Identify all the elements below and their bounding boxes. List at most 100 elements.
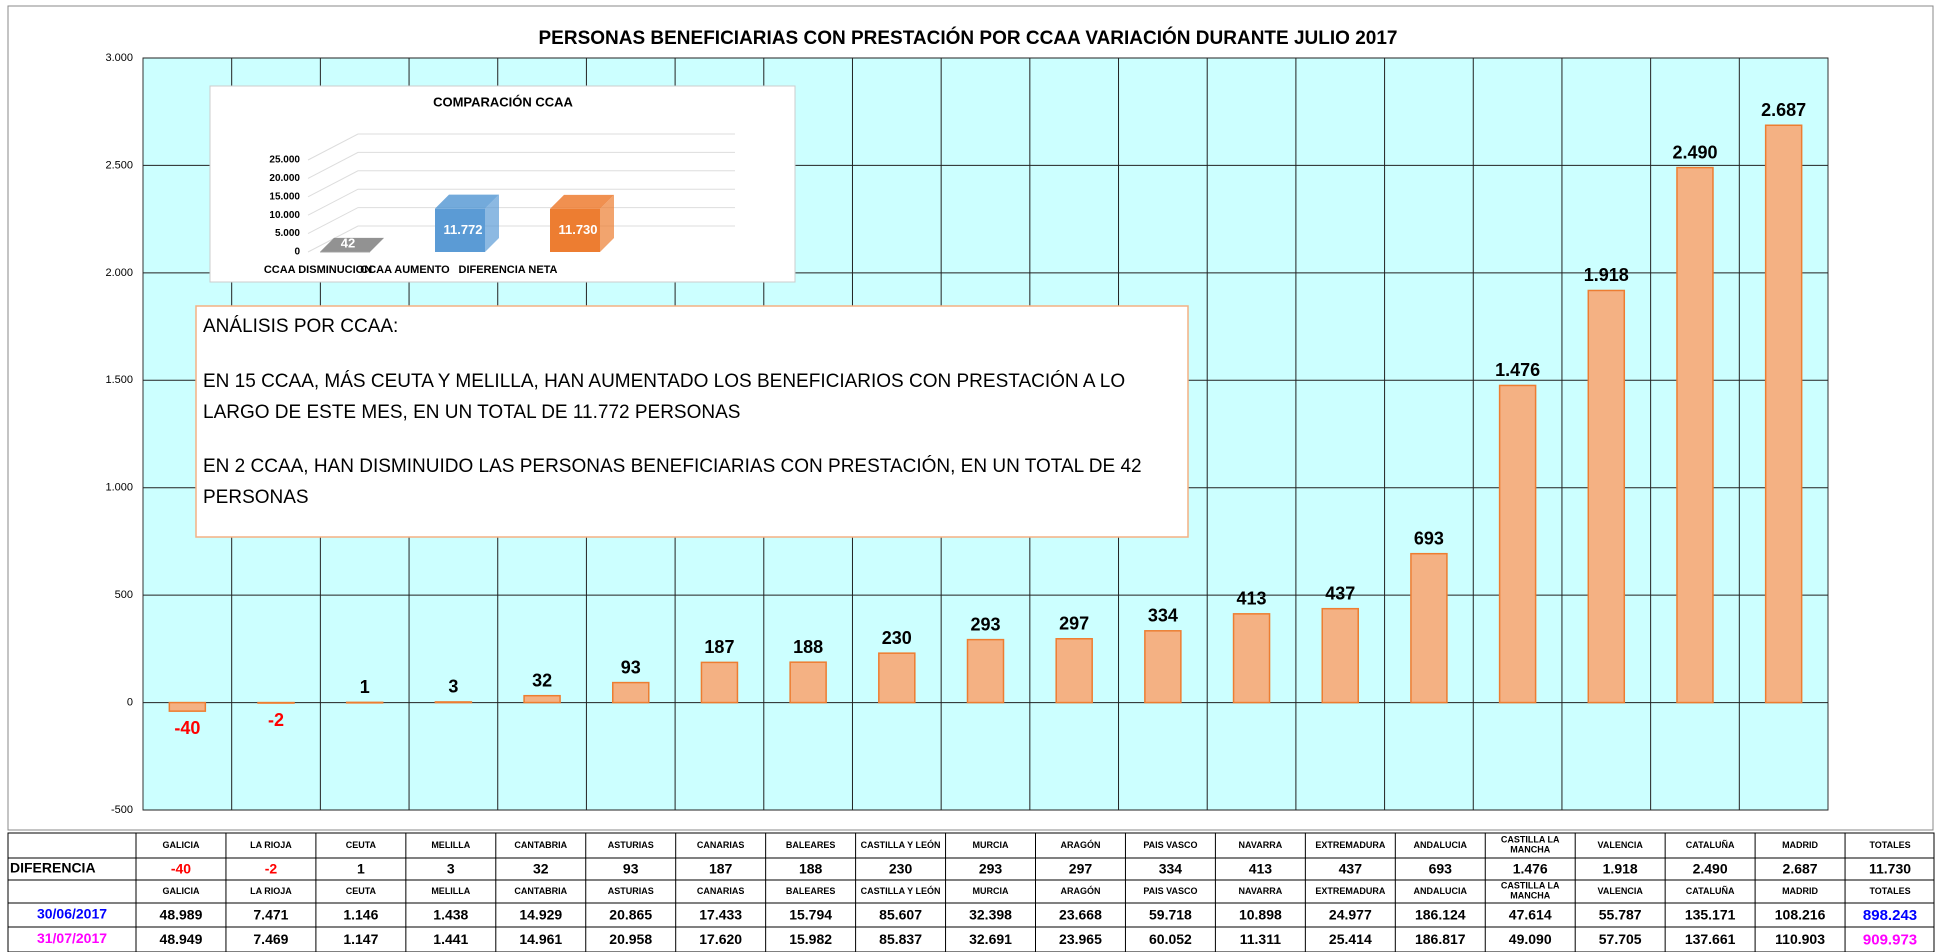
bar xyxy=(1676,166,1714,704)
column-header: PAIS VASCO xyxy=(1143,840,1197,850)
bar xyxy=(257,701,295,704)
table-cell: 1 xyxy=(357,861,365,877)
column-header: CANARIAS xyxy=(697,886,745,896)
bar xyxy=(1144,630,1182,704)
table-cell: 187 xyxy=(709,861,733,877)
column-header: MURCIA xyxy=(973,886,1009,896)
text-line: EN 15 CCAA, MÁS CEUTA Y MELILLA, HAN AUM… xyxy=(203,370,1125,392)
table-cell: 909.973 xyxy=(1863,931,1917,948)
inset-title: COMPARACIÓN CCAA xyxy=(433,94,573,109)
bar xyxy=(1764,124,1803,704)
text-box xyxy=(195,305,1189,538)
table-cell: 293 xyxy=(979,861,1003,877)
column-header: CEUTA xyxy=(346,886,377,896)
bar-top xyxy=(550,194,614,209)
table-cell: -2 xyxy=(265,861,278,877)
y-tick-label: 0 xyxy=(127,696,133,708)
table-cell: 437 xyxy=(1339,861,1363,877)
value-label: 2.687 xyxy=(1761,100,1806,120)
row-label: DIFERENCIA xyxy=(10,860,96,876)
value-label: 297 xyxy=(1059,614,1089,634)
table-cell: 85.607 xyxy=(879,907,922,923)
column-header: CASTILLA Y LEÓN xyxy=(861,839,941,850)
table-cell: 85.837 xyxy=(879,931,922,947)
text-heading: ANÁLISIS POR CCAA: xyxy=(203,316,398,337)
table-cell: 693 xyxy=(1429,861,1453,877)
bar xyxy=(320,251,370,253)
table-row xyxy=(7,879,1935,904)
text-line: PERSONAS xyxy=(203,487,309,508)
table-cell: 14.961 xyxy=(519,931,562,947)
column-header: GALICIA xyxy=(162,886,199,896)
value-label: 693 xyxy=(1414,528,1444,548)
y-tick-label: 15.000 xyxy=(269,191,300,202)
table-cell: 17.620 xyxy=(699,931,742,947)
y-tick-label: 0 xyxy=(294,247,300,258)
table-cell: 60.052 xyxy=(1149,931,1192,947)
bar-side xyxy=(485,194,499,252)
table-cell: 48.989 xyxy=(160,907,203,923)
row-label: 31/07/2017 xyxy=(37,930,107,946)
table-cell: 32.691 xyxy=(969,931,1012,947)
y-tick-label: 2.500 xyxy=(105,159,133,171)
table-cell: 10.898 xyxy=(1239,907,1282,923)
bar xyxy=(1498,384,1537,704)
value-label: 11.730 xyxy=(558,222,597,237)
bar-top xyxy=(435,194,499,209)
value-label: 1.918 xyxy=(1584,265,1629,285)
column-header: MELILLA xyxy=(431,886,470,896)
table-row xyxy=(7,902,1935,928)
column-header: ARAGÓN xyxy=(1060,885,1100,896)
value-label: 413 xyxy=(1237,589,1267,609)
bar xyxy=(1321,607,1359,704)
table-cell: 24.977 xyxy=(1329,907,1372,923)
bar-side xyxy=(370,237,384,252)
column-header: GALICIA xyxy=(162,840,199,850)
x-tick-label: DIFERENCIA NETA xyxy=(459,264,558,276)
column-header: CASTILLA Y LEÓN xyxy=(861,885,941,896)
y-tick-label: 3.000 xyxy=(105,52,133,64)
table-cell: 898.243 xyxy=(1863,907,1917,924)
table-cell: 47.614 xyxy=(1509,907,1552,923)
column-header: CANARIAS xyxy=(697,840,745,850)
bar xyxy=(612,681,650,704)
value-label: 188 xyxy=(793,637,823,657)
bar xyxy=(435,208,485,252)
bar xyxy=(789,661,827,704)
column-header: BALEARES xyxy=(786,840,836,850)
bar xyxy=(434,701,473,704)
y-tick-label: -500 xyxy=(111,804,133,816)
y-tick-label: 1.000 xyxy=(105,482,133,494)
table-cell: 1.146 xyxy=(343,907,378,923)
bar xyxy=(878,652,916,704)
column-header: LA RIOJA xyxy=(250,840,292,850)
table-cell: 413 xyxy=(1249,861,1273,877)
column-header: CASTILLA LA MANCHA xyxy=(1501,835,1560,855)
value-label: 187 xyxy=(704,637,734,657)
column-header: CANTABRIA xyxy=(514,840,567,850)
table-cell: 297 xyxy=(1069,861,1093,877)
table-cell: 23.965 xyxy=(1059,931,1102,947)
column-header: MADRID xyxy=(1782,886,1818,896)
text-line: EN 2 CCAA, HAN DISMINUIDO LAS PERSONAS B… xyxy=(203,455,1142,477)
table-cell: 135.171 xyxy=(1685,907,1736,923)
x-tick-label: CCAA DISMINUCION xyxy=(264,264,372,276)
table-cell: 32.398 xyxy=(969,907,1012,923)
table-cell: 49.090 xyxy=(1509,931,1552,947)
bar xyxy=(1410,552,1448,704)
table-cell: 25.414 xyxy=(1329,931,1372,947)
bar xyxy=(966,638,1005,704)
column-header: ASTURIAS xyxy=(608,840,654,850)
column-header: VALENCIA xyxy=(1598,840,1644,850)
column-header: NAVARRA xyxy=(1239,840,1283,850)
value-label: 42 xyxy=(341,235,355,250)
table-cell: 1.476 xyxy=(1513,861,1548,877)
table-cell: 11.730 xyxy=(1869,861,1911,877)
column-header: ANDALUCIA xyxy=(1414,886,1468,896)
value-label: 11.772 xyxy=(443,222,482,237)
table-cell: 14.929 xyxy=(519,907,562,923)
y-tick-label: 1.500 xyxy=(105,374,133,386)
value-label: 3 xyxy=(448,677,458,697)
value-label: 437 xyxy=(1325,583,1355,603)
column-header: CATALUÑA xyxy=(1686,886,1735,896)
